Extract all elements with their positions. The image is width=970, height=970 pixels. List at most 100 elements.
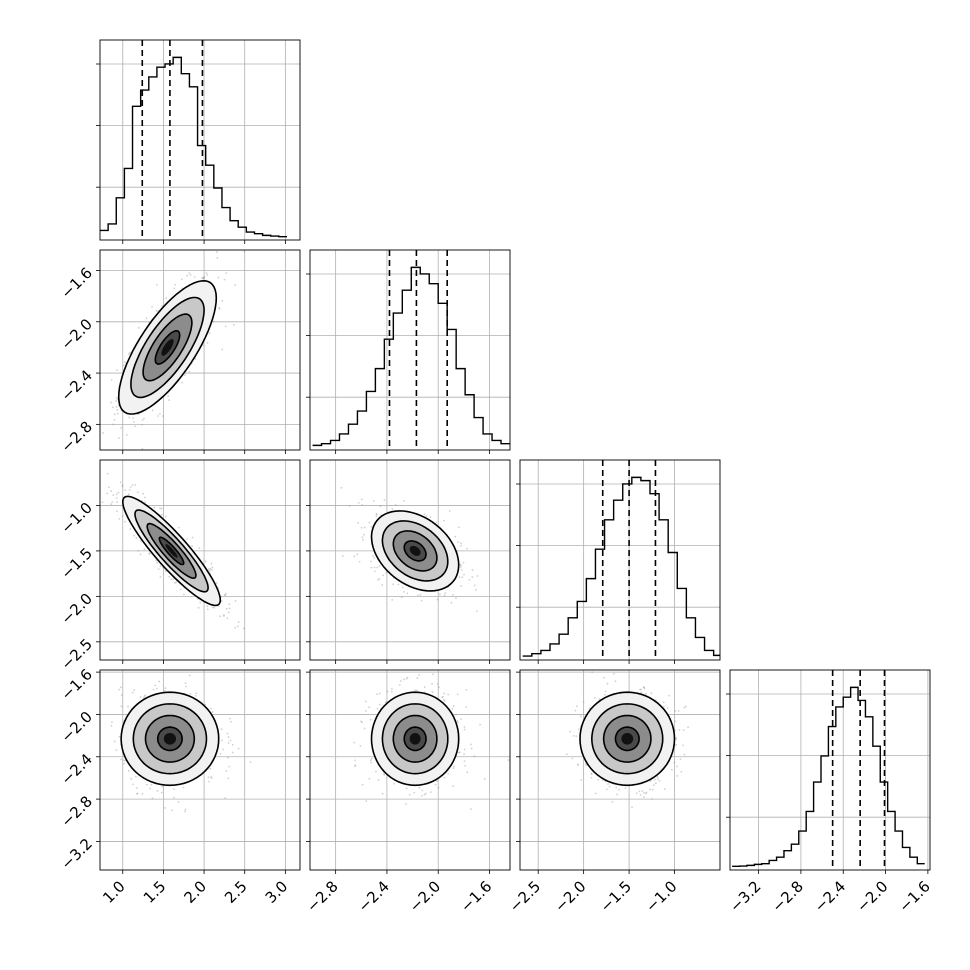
sample-point [649, 788, 651, 791]
sample-point [683, 753, 686, 756]
sample-point [141, 423, 144, 426]
sample-point [135, 537, 138, 539]
sample-point [112, 423, 115, 426]
sample-point [463, 725, 466, 728]
sample-point [397, 583, 400, 586]
sample-point [165, 297, 167, 300]
contour-line [144, 714, 196, 763]
sample-point [357, 521, 360, 524]
sample-point [471, 569, 474, 571]
sample-point [651, 788, 654, 791]
sample-point [354, 765, 356, 768]
sample-point [687, 726, 689, 729]
sample-point [115, 493, 118, 496]
sample-point [406, 592, 409, 595]
contour-line [392, 714, 438, 763]
sample-point [149, 787, 151, 790]
sample-point [122, 364, 125, 367]
sample-point [470, 808, 472, 811]
sample-point [438, 593, 441, 596]
sample-point [463, 573, 465, 576]
sample-point [348, 505, 351, 507]
y-tick-label: −2.4 [58, 366, 96, 404]
sample-point [391, 599, 394, 601]
sample-point [476, 575, 479, 577]
contour-line [614, 726, 640, 752]
y-tick-label: −2.8 [58, 792, 96, 830]
sample-point [131, 484, 134, 486]
sample-point [378, 703, 381, 706]
sample-point [378, 565, 381, 567]
sample-point [134, 425, 136, 428]
contour-line [403, 540, 427, 562]
sample-point [224, 797, 227, 800]
sample-point [181, 381, 184, 384]
sample-point [117, 491, 120, 494]
sample-point [224, 325, 227, 328]
sample-point [414, 689, 416, 692]
sample-point [151, 409, 154, 412]
sample-point [129, 486, 132, 488]
sample-point [372, 500, 375, 502]
sample-point [155, 283, 158, 286]
sample-point [106, 492, 109, 495]
sample-point [682, 744, 685, 747]
sample-point [420, 795, 423, 797]
sample-point [154, 684, 157, 687]
sample-point [507, 759, 510, 761]
sample-point [128, 416, 131, 419]
sample-point [382, 574, 385, 577]
sample-point [177, 801, 180, 803]
sample-point [447, 772, 450, 775]
sample-point [110, 724, 113, 727]
sample-point [173, 287, 176, 290]
sample-point [401, 586, 404, 589]
sample-point [457, 541, 460, 543]
sample-point [576, 763, 579, 766]
sample-point [394, 504, 397, 506]
sample-point [97, 394, 99, 396]
sample-point [228, 607, 231, 610]
sample-point [405, 677, 408, 680]
sample-point [391, 688, 393, 690]
sample-point [468, 578, 471, 581]
sample-point [416, 677, 419, 679]
sample-point [644, 792, 647, 795]
sample-point [376, 693, 378, 696]
density-panel [340, 486, 479, 613]
sample-point [679, 758, 682, 761]
x-tick-label: −2.0 [853, 877, 891, 915]
sample-point [174, 283, 177, 286]
sample-point [112, 494, 115, 496]
sample-point [207, 568, 210, 570]
sample-point [126, 433, 128, 436]
sample-point [361, 536, 364, 539]
sample-point [204, 560, 207, 563]
sample-point [418, 674, 421, 676]
sample-point [203, 275, 206, 278]
sample-point [683, 706, 686, 709]
sample-point [375, 512, 378, 515]
sample-point [678, 729, 681, 731]
sample-point [643, 686, 645, 689]
sample-point [127, 493, 130, 495]
sample-point [465, 689, 468, 691]
sample-point [365, 710, 367, 712]
sample-point [208, 332, 211, 335]
sample-point [616, 793, 618, 796]
sample-point [123, 759, 125, 762]
sample-point [459, 566, 462, 569]
sample-point [223, 594, 226, 596]
sample-point [210, 707, 212, 710]
sample-point [466, 771, 469, 774]
sample-point [215, 582, 218, 585]
contour-line [154, 330, 181, 365]
sample-point [357, 501, 360, 504]
sample-point [391, 508, 394, 510]
sample-point [141, 792, 144, 795]
sample-point [368, 777, 371, 780]
panel-frame [729, 669, 931, 871]
panel-frame [519, 669, 721, 871]
sample-point [670, 768, 673, 771]
sample-point [236, 625, 239, 628]
